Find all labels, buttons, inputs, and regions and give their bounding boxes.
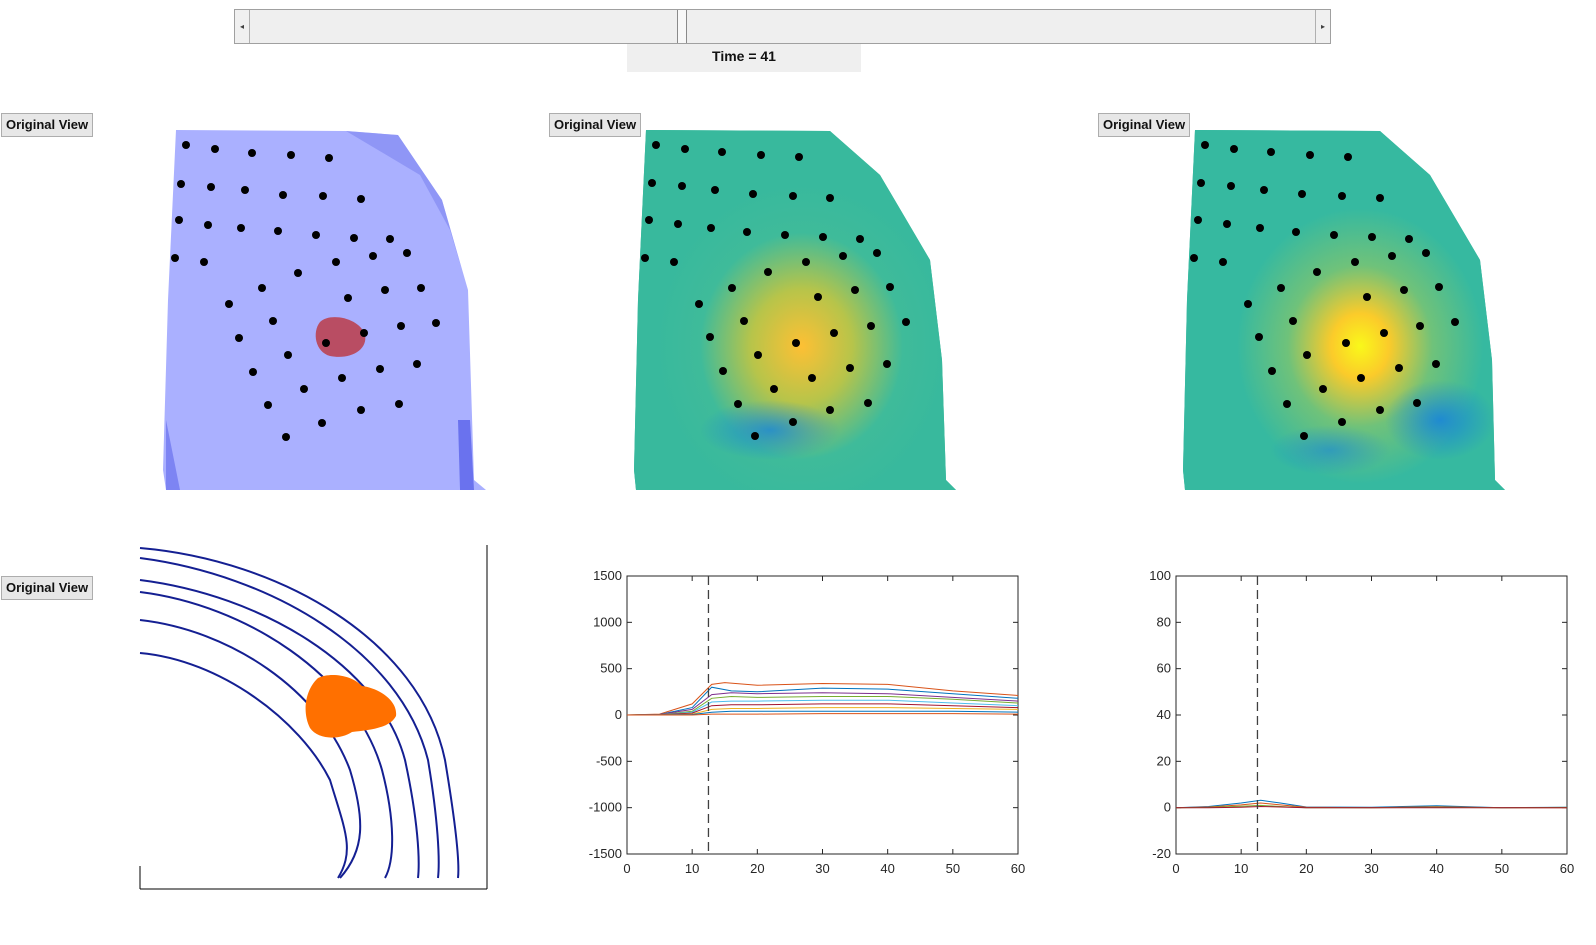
y-tick-label: 20 [1157,753,1171,768]
y-tick-label: 500 [600,661,622,676]
y-tick-label: 0 [615,707,622,722]
x-tick-label: 50 [946,861,960,876]
x-tick-label: 10 [685,861,699,876]
x-tick-label: 0 [623,861,630,876]
electrodes-3 [1190,141,1459,440]
y-tick-label: 1500 [593,568,622,583]
y-tick-label: 60 [1157,661,1171,676]
mesh-panel-2[interactable] [634,130,956,490]
contour-lines [139,547,460,879]
time-slider[interactable]: ◂ ▸ [234,9,1331,44]
y-tick-label: 1000 [593,614,622,629]
slider-thumb[interactable] [677,10,687,43]
original-view-button-4[interactable]: Original View [1,576,94,600]
x-tick-label: 20 [750,861,764,876]
slider-left-arrow-icon[interactable]: ◂ [235,10,250,43]
x-tick-label: 40 [1429,861,1443,876]
slider-right-arrow-icon[interactable]: ▸ [1315,10,1330,43]
x-tick-label: 10 [1234,861,1248,876]
contour-panel[interactable] [139,545,488,890]
series-line-5 [626,703,1019,716]
mesh-panel-1[interactable] [163,130,486,490]
electrodes-1 [171,141,440,441]
y-tick-label: 100 [1149,568,1171,583]
series-line-3 [1176,805,1567,809]
original-view-button-3[interactable]: Original View [1098,113,1191,137]
x-tick-label: 40 [880,861,894,876]
plot-area [1175,575,1568,855]
series-line-0 [626,682,1019,716]
series-line-2 [626,692,1019,716]
y-tick-label: 0 [1164,800,1171,815]
y-tick-label: -20 [1152,846,1171,861]
x-tick-label: 0 [1172,861,1179,876]
y-tick-label: -1500 [589,846,622,861]
x-tick-label: 30 [1364,861,1378,876]
electrodes-2 [641,141,910,440]
x-tick-label: 30 [815,861,829,876]
x-tick-label: 60 [1560,861,1574,876]
line-chart-1[interactable]: 0 10 20 30 40 50 60 1500 1000 500 0 -500 -1000 -1500 [589,568,1025,876]
x-tick-label: 60 [1011,861,1025,876]
x-tick-label: 20 [1299,861,1313,876]
series-line-8 [627,713,1019,716]
x-tick-label: 50 [1495,861,1509,876]
lesion-region [315,317,366,357]
original-view-button-2[interactable]: Original View [549,113,642,137]
series-line-1 [626,686,1019,716]
y-tick-label: -500 [596,753,622,768]
original-view-button-1[interactable]: Original View [1,113,94,137]
y-tick-label: -1000 [589,800,622,815]
mesh-panel-3[interactable] [1183,130,1505,490]
activation-blob [305,674,397,738]
y-tick-label: 40 [1157,707,1171,722]
time-label: Time = 41 [627,44,861,72]
y-tick-label: 80 [1157,614,1171,629]
